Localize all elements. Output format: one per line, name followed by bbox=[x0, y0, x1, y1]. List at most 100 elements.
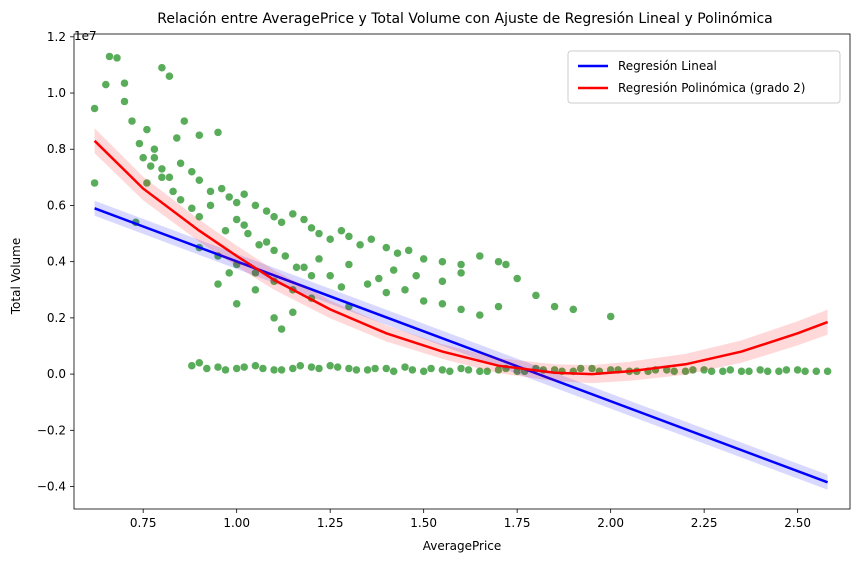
scatter-point bbox=[288, 364, 298, 373]
scatter-point bbox=[262, 237, 271, 247]
scatter-point bbox=[344, 364, 354, 373]
scatter-point bbox=[135, 139, 144, 148]
scatter-point bbox=[180, 116, 189, 126]
scatter-point bbox=[531, 291, 541, 300]
scatter-point bbox=[195, 358, 204, 368]
scatter-point bbox=[165, 71, 174, 81]
scatter-point bbox=[251, 285, 260, 295]
scatter-point bbox=[438, 277, 447, 286]
scatter-point bbox=[569, 305, 578, 314]
scatter-point bbox=[669, 367, 679, 376]
scatter-point bbox=[782, 365, 791, 375]
scatter-point bbox=[213, 279, 223, 289]
scatter-point bbox=[239, 189, 249, 199]
scatter-point bbox=[195, 212, 204, 221]
scatter-point bbox=[254, 240, 264, 250]
scatter-point bbox=[404, 246, 413, 255]
scatter-point bbox=[213, 128, 223, 137]
scatter-point bbox=[325, 361, 335, 370]
polynomial-regression-line bbox=[93, 139, 829, 376]
scatter-point bbox=[202, 364, 212, 373]
scatter-point bbox=[187, 204, 197, 213]
scatter-point bbox=[438, 365, 447, 375]
plot-area bbox=[90, 52, 832, 490]
y-tick-label: 0.0 bbox=[47, 367, 66, 381]
scatter-point bbox=[187, 361, 197, 370]
scatter-point bbox=[482, 367, 492, 376]
scatter-point bbox=[475, 310, 485, 320]
scatter-point bbox=[438, 299, 447, 309]
x-tick-label: 1.75 bbox=[504, 516, 531, 530]
scatter-point bbox=[150, 153, 159, 162]
scatter-point bbox=[367, 234, 376, 244]
scatter-point bbox=[101, 80, 111, 89]
scatter-point bbox=[168, 187, 178, 196]
scatter-point bbox=[688, 365, 698, 375]
scatter-point bbox=[800, 367, 810, 376]
scatter-point bbox=[288, 209, 298, 219]
y-axis-title: Total Volume bbox=[9, 238, 23, 315]
scatter-point bbox=[419, 296, 428, 306]
scatter-point bbox=[812, 367, 821, 376]
scatter-point bbox=[363, 279, 372, 289]
scatter-point bbox=[464, 365, 473, 375]
legend-box bbox=[567, 50, 841, 104]
scatter-point bbox=[389, 265, 398, 275]
scatter-point bbox=[587, 364, 597, 373]
scatter-point bbox=[172, 133, 182, 143]
x-tick-label: 1.25 bbox=[317, 516, 344, 530]
scatter-point bbox=[277, 218, 286, 227]
scatter-point bbox=[793, 365, 802, 375]
scatter-point bbox=[142, 178, 152, 188]
y-tick-label: 0.6 bbox=[47, 198, 66, 212]
scatter-point bbox=[232, 299, 241, 309]
scatter-point bbox=[512, 274, 522, 283]
scatter-point bbox=[292, 263, 301, 272]
linear-regression-line bbox=[94, 207, 829, 484]
legend: Regresión Lineal Regresión Polinómica (gr… bbox=[567, 50, 841, 104]
scatter-point bbox=[325, 271, 335, 280]
scatter-point bbox=[400, 362, 410, 372]
scatter-point bbox=[419, 367, 428, 376]
scatter-point bbox=[277, 324, 286, 334]
scatter-point bbox=[299, 215, 309, 224]
scatter-point bbox=[456, 364, 466, 373]
scatter-point bbox=[142, 125, 152, 134]
scatter-point bbox=[426, 364, 436, 373]
scatter-point bbox=[187, 167, 197, 176]
scatter-point bbox=[176, 195, 185, 205]
axes: 0.75 1.00 1.25 1.50 1.75 2.00 2.25 2.50 −0.4 −0.2… bbox=[37, 30, 851, 530]
scatter-point bbox=[258, 364, 268, 373]
scatter-point bbox=[382, 288, 391, 297]
scatter-point bbox=[288, 308, 298, 317]
scatter-point bbox=[763, 367, 772, 376]
x-tick-label: 1.50 bbox=[410, 516, 437, 530]
y-tick-label: 1.2 bbox=[47, 30, 66, 44]
y-offset-label: 1e7 bbox=[74, 29, 97, 43]
scatter-point bbox=[120, 78, 129, 88]
scatter-point bbox=[382, 243, 391, 252]
scatter-point bbox=[707, 367, 716, 376]
scatter-point bbox=[445, 367, 455, 376]
scatter-point bbox=[176, 159, 185, 168]
scatter-point bbox=[239, 220, 249, 230]
scatter-point bbox=[296, 361, 305, 370]
scatter-point bbox=[251, 361, 260, 370]
scatter-point bbox=[157, 63, 167, 72]
scatter-point bbox=[239, 362, 249, 372]
scatter-point bbox=[494, 302, 503, 311]
plot-frame bbox=[73, 33, 851, 510]
scatter-point bbox=[363, 365, 372, 375]
scatter-point bbox=[352, 365, 361, 375]
scatter-point bbox=[344, 232, 354, 241]
scatter-point bbox=[400, 285, 410, 295]
scatter-point bbox=[146, 161, 155, 171]
scatter-point bbox=[475, 251, 485, 261]
scatter-point bbox=[438, 257, 447, 266]
scatter-point bbox=[389, 367, 398, 376]
scatter-point bbox=[744, 367, 754, 376]
scatter-point bbox=[325, 234, 335, 244]
regression-confidence-band bbox=[94, 128, 828, 384]
scatter-point bbox=[213, 362, 223, 372]
scatter-point bbox=[127, 116, 137, 126]
